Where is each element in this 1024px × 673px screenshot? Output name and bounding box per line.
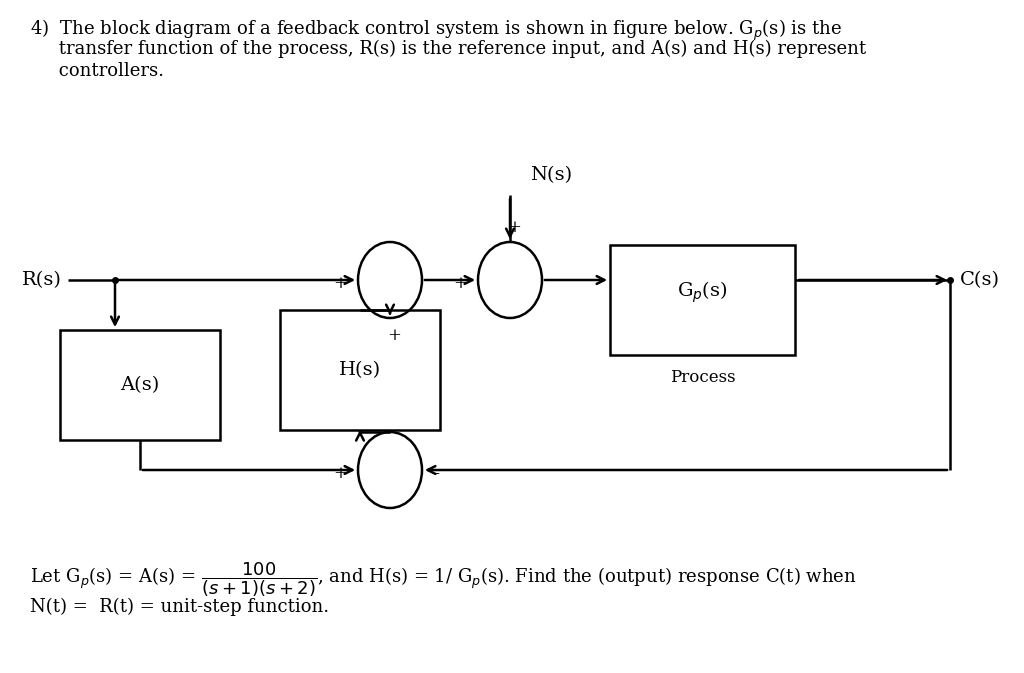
Text: R(s): R(s) <box>22 271 61 289</box>
Text: controllers.: controllers. <box>30 62 164 80</box>
Text: N(s): N(s) <box>530 166 572 184</box>
Text: +: + <box>453 275 467 293</box>
Text: +: + <box>333 275 347 293</box>
Text: C(s): C(s) <box>961 271 1000 289</box>
Text: A(s): A(s) <box>121 376 160 394</box>
Text: 4)  The block diagram of a feedback control system is shown in figure below. G$_: 4) The block diagram of a feedback contr… <box>30 18 842 43</box>
Text: H(s): H(s) <box>339 361 381 379</box>
Bar <box>610 245 795 355</box>
Bar <box>280 310 440 430</box>
Text: +: + <box>507 219 521 236</box>
Text: +: + <box>333 466 347 483</box>
Text: transfer function of the process, R(s) is the reference input, and A(s) and H(s): transfer function of the process, R(s) i… <box>30 40 866 59</box>
Text: Process: Process <box>670 369 735 386</box>
Text: +: + <box>387 328 401 345</box>
Text: -: - <box>433 465 439 483</box>
Bar <box>60 330 220 440</box>
Text: Let G$_p$(s) = A(s) = $\dfrac{100}{(s+1)(s+2)}$, and H(s) = 1/ G$_p$(s). Find th: Let G$_p$(s) = A(s) = $\dfrac{100}{(s+1)… <box>30 560 857 599</box>
Text: G$_p$(s): G$_p$(s) <box>677 279 728 305</box>
Text: N(t) =  R(t) = unit-step function.: N(t) = R(t) = unit-step function. <box>30 598 329 616</box>
